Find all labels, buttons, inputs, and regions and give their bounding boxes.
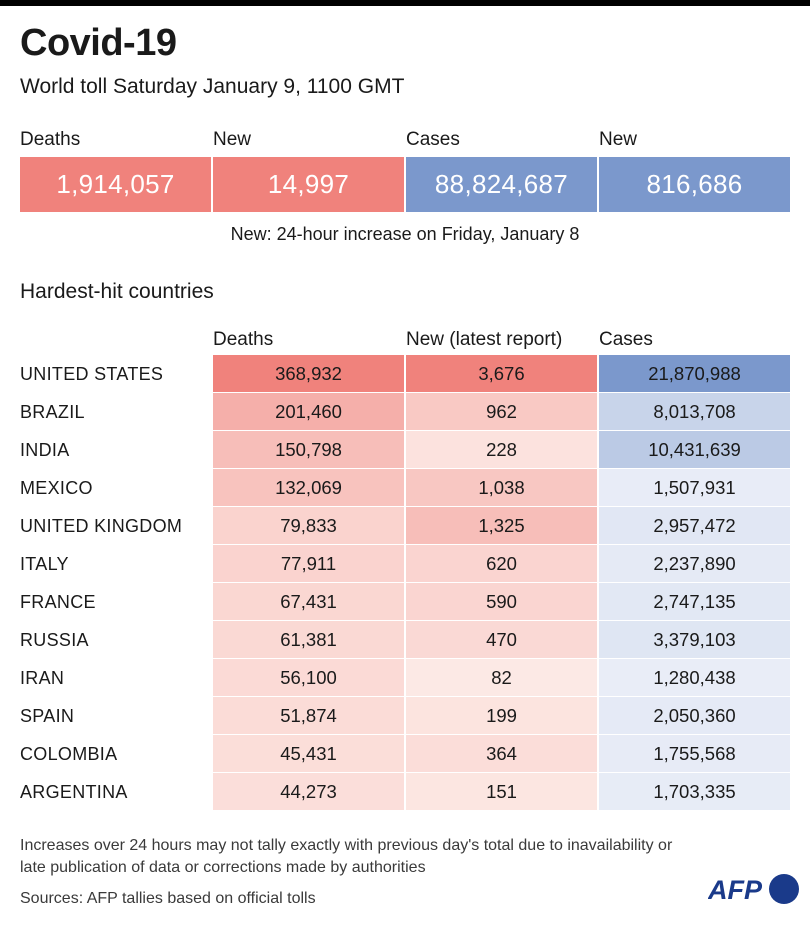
table-row: COLOMBIA 45,431 364 1,755,568 [20, 735, 790, 773]
new-deaths-cell: 1,325 [406, 507, 597, 545]
column-header-deaths: Deaths [213, 329, 274, 350]
new-deaths-cell: 364 [406, 735, 597, 773]
cases-cell: 2,050,360 [599, 697, 790, 735]
table-row: IRAN 56,100 82 1,280,438 [20, 659, 790, 697]
cases-cell: 2,957,472 [599, 507, 790, 545]
table-row: ARGENTINA 44,273 151 1,703,335 [20, 773, 790, 811]
afp-logo-text: AFP [708, 875, 763, 905]
country-name: RUSSIA [20, 630, 89, 650]
column-header-new: New (latest report) [406, 329, 563, 350]
new-deaths-cell: 962 [406, 393, 597, 431]
country-name: UNITED KINGDOM [20, 516, 183, 536]
country-name: COLOMBIA [20, 744, 118, 764]
country-name: SPAIN [20, 706, 75, 726]
table-row: MEXICO 132,069 1,038 1,507,931 [20, 469, 790, 507]
deaths-cell: 368,932 [213, 355, 404, 393]
table-row: INDIA 150,798 228 10,431,639 [20, 431, 790, 469]
top-rule [0, 0, 810, 6]
country-name: ARGENTINA [20, 782, 128, 802]
chart-subtitle: World toll Saturday January 9, 1100 GMT [20, 75, 405, 98]
summary-label-new-cases: New [599, 129, 638, 150]
column-header-cases: Cases [599, 329, 653, 350]
table-row: BRAZIL 201,460 962 8,013,708 [20, 393, 790, 431]
country-name: ITALY [20, 554, 69, 574]
country-name: UNITED STATES [20, 364, 164, 384]
chart-title: Covid-19 [20, 22, 177, 64]
cases-cell: 8,013,708 [599, 393, 790, 431]
summary-label-deaths: Deaths [20, 129, 81, 150]
summary-label-cases: Cases [406, 129, 460, 150]
new-deaths-cell: 620 [406, 545, 597, 583]
country-name: FRANCE [20, 592, 96, 612]
deaths-cell: 56,100 [213, 659, 404, 697]
new-deaths-cell: 1,038 [406, 469, 597, 507]
cases-cell: 1,280,438 [599, 659, 790, 697]
new-deaths-cell: 3,676 [406, 355, 597, 393]
new-deaths-cell: 199 [406, 697, 597, 735]
country-name: MEXICO [20, 478, 93, 498]
footnote: Increases over 24 hours may not tally ex… [20, 837, 673, 876]
cases-cell: 1,755,568 [599, 735, 790, 773]
cases-cell: 3,379,103 [599, 621, 790, 659]
table-row: UNITED STATES 368,932 3,676 21,870,988 [20, 355, 790, 393]
cases-cell: 2,747,135 [599, 583, 790, 621]
table-row: SPAIN 51,874 199 2,050,360 [20, 697, 790, 735]
new-deaths-cell: 228 [406, 431, 597, 469]
new-deaths-cell: 470 [406, 621, 597, 659]
deaths-cell: 150,798 [213, 431, 404, 469]
deaths-cell: 51,874 [213, 697, 404, 735]
cases-cell: 2,237,890 [599, 545, 790, 583]
deaths-cell: 67,431 [213, 583, 404, 621]
table-row: FRANCE 67,431 590 2,747,135 [20, 583, 790, 621]
deaths-cell: 44,273 [213, 773, 404, 811]
country-name: BRAZIL [20, 402, 85, 422]
deaths-cell: 61,381 [213, 621, 404, 659]
country-name: IRAN [20, 668, 65, 688]
summary-box: 1,914,057 14,997 88,824,687 816,686 [20, 157, 790, 212]
deaths-cell: 77,911 [213, 545, 404, 583]
new-deaths-cell: 82 [406, 659, 597, 697]
summary-value-new-cases: 816,686 [599, 157, 790, 212]
afp-logo-circle [769, 874, 799, 904]
country-name: INDIA [20, 440, 70, 460]
new-deaths-cell: 590 [406, 583, 597, 621]
cases-cell: 1,703,335 [599, 773, 790, 811]
summary-label-new-deaths: New [213, 129, 252, 150]
summary-value-new-deaths: 14,997 [213, 157, 404, 212]
summary-note: New: 24-hour increase on Friday, January… [230, 224, 580, 244]
table-title: Hardest-hit countries [20, 280, 214, 303]
deaths-cell: 201,460 [213, 393, 404, 431]
new-deaths-cell: 151 [406, 773, 597, 811]
summary-labels: Deaths New Cases New [20, 129, 790, 153]
summary-value-deaths: 1,914,057 [20, 157, 211, 212]
deaths-cell: 79,833 [213, 507, 404, 545]
table-row: RUSSIA 61,381 470 3,379,103 [20, 621, 790, 659]
cases-cell: 1,507,931 [599, 469, 790, 507]
table-row: ITALY 77,911 620 2,237,890 [20, 545, 790, 583]
deaths-cell: 132,069 [213, 469, 404, 507]
deaths-cell: 45,431 [213, 735, 404, 773]
summary-value-cases: 88,824,687 [406, 157, 597, 212]
cases-cell: 21,870,988 [599, 355, 790, 393]
sources-note: Sources: AFP tallies based on official t… [20, 890, 316, 907]
cases-cell: 10,431,639 [599, 431, 790, 469]
afp-logo: AFP [708, 874, 799, 905]
table-row: UNITED KINGDOM 79,833 1,325 2,957,472 [20, 507, 790, 545]
